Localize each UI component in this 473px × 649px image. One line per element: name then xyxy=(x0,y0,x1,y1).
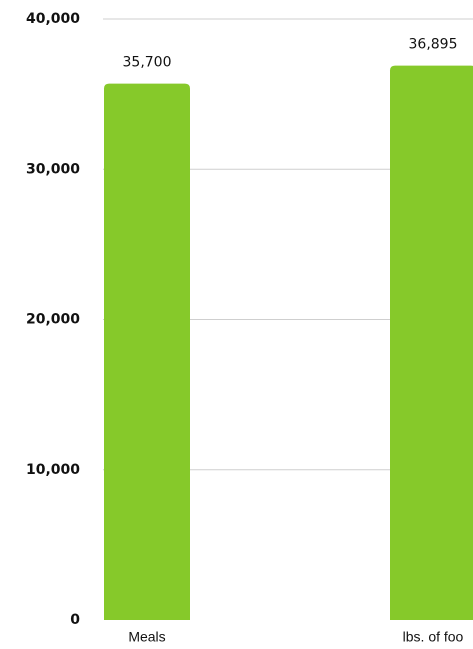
y-tick-label: 30,000 xyxy=(26,161,80,177)
bar xyxy=(390,66,473,620)
chart: 0 10,000 20,000 30,000 40,000 35,700 Meals 36,8… xyxy=(0,0,473,649)
y-tick-label: 0 xyxy=(70,612,80,628)
x-tick-label: Meals xyxy=(128,629,165,645)
value-label: 36,895 xyxy=(409,37,458,53)
page: {"chart_data": {"type": "bar", "categori… xyxy=(0,0,473,649)
y-tick-label: 20,000 xyxy=(26,312,80,328)
value-label: 35,700 xyxy=(123,55,172,71)
bar xyxy=(104,84,190,620)
y-tick-label: 40,000 xyxy=(26,11,80,27)
y-tick-label: 10,000 xyxy=(26,462,80,478)
x-tick-label: lbs. of foo xyxy=(403,629,464,645)
